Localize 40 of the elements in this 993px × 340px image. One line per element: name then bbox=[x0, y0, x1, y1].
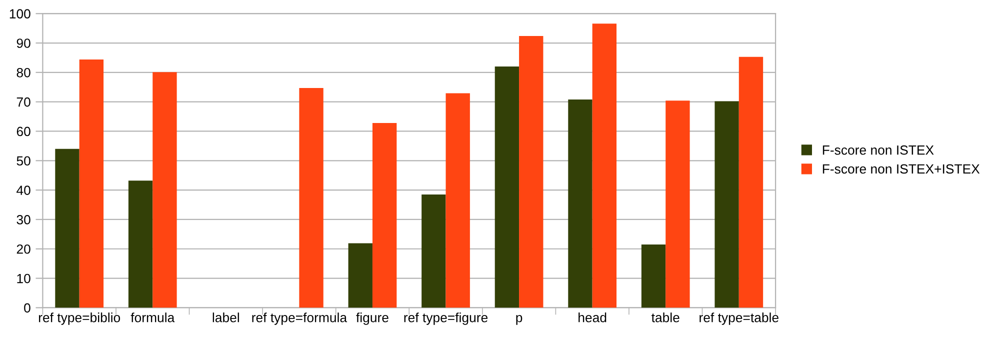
bar bbox=[79, 59, 104, 308]
y-tick-label: 80 bbox=[16, 68, 30, 78]
x-tick-label: formula bbox=[130, 312, 175, 322]
bar bbox=[348, 243, 372, 308]
bar bbox=[372, 123, 397, 308]
bar bbox=[738, 56, 764, 308]
bar bbox=[519, 36, 544, 308]
bar bbox=[55, 148, 80, 308]
x-tick-label: p bbox=[516, 315, 522, 325]
x-tick-label: ref type=figure bbox=[404, 312, 488, 325]
legend-label: F-score non ISTEX+ISTEX bbox=[822, 164, 980, 174]
x-tick-label: ref type=biblio bbox=[38, 312, 120, 325]
bar bbox=[714, 101, 739, 308]
x-tick-label: ref type=formula bbox=[252, 312, 348, 325]
bar bbox=[641, 244, 666, 308]
y-tick-label: 60 bbox=[16, 126, 30, 136]
bar bbox=[152, 72, 177, 308]
x-tick-label: ref type=table bbox=[700, 312, 778, 325]
bar bbox=[446, 93, 470, 308]
y-tick-label: 30 bbox=[16, 215, 30, 224]
bar bbox=[299, 88, 324, 308]
x-tick-label: table bbox=[652, 312, 680, 322]
y-tick-label: 90 bbox=[16, 38, 30, 48]
y-tick-label: 70 bbox=[16, 97, 30, 107]
x-tick-label: label bbox=[212, 312, 239, 322]
y-tick-label: 0 bbox=[24, 303, 30, 313]
bar bbox=[568, 99, 592, 308]
y-tick-label: 20 bbox=[16, 244, 30, 254]
bar bbox=[128, 180, 153, 308]
bar bbox=[592, 24, 617, 308]
bar bbox=[494, 66, 520, 308]
y-tick-label: 100 bbox=[10, 9, 30, 19]
y-tick-label: 40 bbox=[16, 186, 30, 195]
x-tick-label: head bbox=[578, 312, 606, 322]
y-tick-label: 50 bbox=[16, 156, 30, 166]
y-tick-label: 10 bbox=[17, 274, 30, 284]
x-tick-label: figure bbox=[356, 312, 388, 325]
bar bbox=[666, 100, 690, 308]
legend-label: F-score non ISTEX bbox=[822, 145, 934, 155]
bar bbox=[422, 194, 446, 308]
